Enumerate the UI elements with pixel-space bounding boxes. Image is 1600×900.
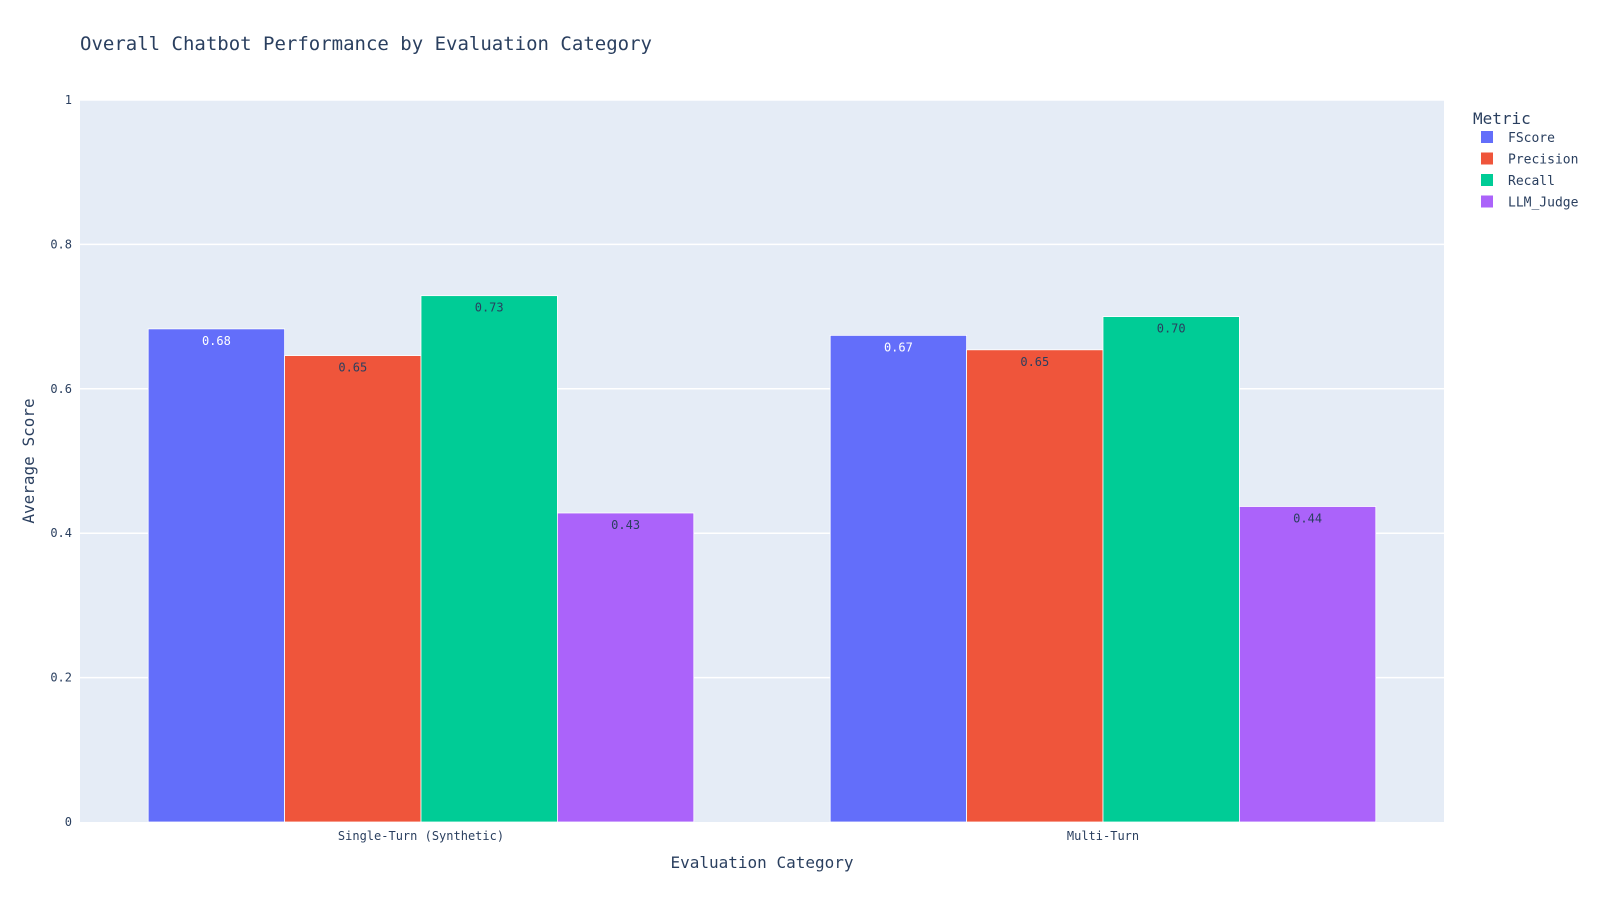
bar-fscore — [147, 328, 285, 823]
legend-swatch — [1481, 152, 1493, 165]
bar-value-label: 0.44 — [1293, 511, 1322, 525]
x-axis-title: Evaluation Category — [670, 853, 853, 872]
legend-item-precision[interactable]: Precision — [1508, 153, 1578, 168]
chart-title: Overall Chatbot Performance by Evaluatio… — [80, 33, 652, 55]
bar-recall — [1102, 316, 1240, 823]
bar-llm-judge — [1239, 506, 1377, 823]
legend-swatch — [1481, 195, 1493, 208]
y-axis-title: Average Score — [19, 398, 38, 523]
bar-value-label: 0.65 — [338, 361, 367, 375]
y-tick-label: 0.4 — [50, 526, 72, 540]
x-axis-ticks: Single-Turn (Synthetic) Multi-Turn — [338, 829, 1139, 843]
y-tick-label: 0.6 — [50, 382, 72, 396]
bar-value-label: 0.73 — [475, 301, 504, 315]
bars: 0.68 0.65 0.73 0.43 0.67 0.65 0.70 0.44 — [147, 295, 1377, 823]
bar-value-label: 0.70 — [1157, 322, 1186, 336]
bar-recall — [420, 295, 558, 823]
legend-item-fscore[interactable]: FScore — [1508, 131, 1555, 146]
y-tick-label: 0.2 — [50, 671, 72, 685]
x-tick-label: Single-Turn (Synthetic) — [338, 829, 504, 843]
bar-value-label: 0.65 — [1020, 355, 1049, 369]
y-tick-label: 0.8 — [50, 237, 72, 251]
legend-swatch — [1481, 131, 1493, 143]
y-axis-ticks: 0 0.2 0.4 0.6 0.8 1 — [50, 93, 72, 829]
bar-fscore — [829, 334, 968, 823]
bar-precision — [284, 355, 422, 823]
legend-item-llm-judge[interactable]: LLM_Judge — [1508, 196, 1579, 211]
legend-swatch — [1481, 174, 1493, 186]
y-tick-label: 1 — [65, 93, 72, 107]
legend-title: Metric — [1473, 109, 1531, 128]
bar-precision — [966, 349, 1104, 823]
bar-value-label: 0.43 — [611, 518, 640, 532]
x-tick-label: Multi-Turn — [1067, 829, 1139, 843]
bar-llm-judge — [557, 512, 695, 823]
legend: Metric FScore Precision Recall LLM_Judge — [1473, 109, 1579, 211]
bar-value-label: 0.68 — [202, 334, 231, 348]
bar-value-label: 0.67 — [884, 340, 913, 354]
legend-item-recall[interactable]: Recall — [1508, 174, 1555, 189]
y-tick-label: 0 — [65, 815, 72, 829]
